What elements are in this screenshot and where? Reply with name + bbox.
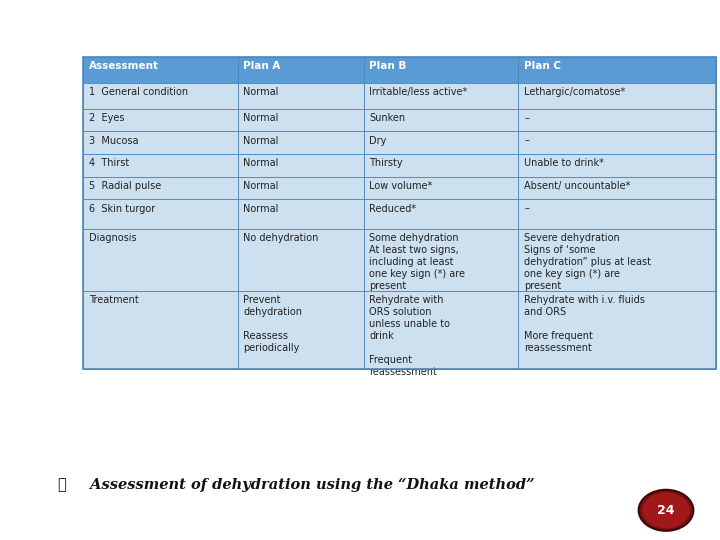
Text: 6  Skin turgor: 6 Skin turgor — [89, 204, 155, 214]
FancyBboxPatch shape — [364, 291, 518, 369]
FancyBboxPatch shape — [364, 199, 518, 229]
FancyBboxPatch shape — [364, 177, 518, 199]
FancyBboxPatch shape — [238, 109, 364, 131]
Text: Treatment: Treatment — [89, 295, 138, 306]
Text: 1  General condition: 1 General condition — [89, 87, 188, 97]
Text: Normal: Normal — [243, 113, 279, 123]
Text: Low volume*: Low volume* — [369, 181, 433, 191]
Text: Lethargic/comatose*: Lethargic/comatose* — [524, 87, 626, 97]
Text: Some dehydration
At least two signs,
including at least
one key sign (*) are
pre: Some dehydration At least two signs, inc… — [369, 233, 465, 291]
FancyBboxPatch shape — [83, 83, 238, 109]
FancyBboxPatch shape — [83, 154, 238, 177]
Text: 24: 24 — [657, 504, 675, 517]
FancyBboxPatch shape — [238, 57, 364, 83]
FancyBboxPatch shape — [518, 131, 716, 154]
Text: 4  Thirst: 4 Thirst — [89, 158, 129, 168]
Text: Normal: Normal — [243, 181, 279, 191]
FancyBboxPatch shape — [364, 109, 518, 131]
FancyBboxPatch shape — [518, 109, 716, 131]
FancyBboxPatch shape — [238, 177, 364, 199]
FancyBboxPatch shape — [518, 177, 716, 199]
FancyBboxPatch shape — [518, 83, 716, 109]
Text: Plan C: Plan C — [524, 61, 561, 71]
FancyBboxPatch shape — [364, 154, 518, 177]
Text: Sunken: Sunken — [369, 113, 405, 123]
Text: Prevent
dehydration

Reassess
periodically: Prevent dehydration Reassess periodicall… — [243, 295, 302, 353]
FancyBboxPatch shape — [83, 177, 238, 199]
Circle shape — [642, 492, 690, 528]
Text: Assessment: Assessment — [89, 61, 158, 71]
FancyBboxPatch shape — [518, 229, 716, 291]
FancyBboxPatch shape — [364, 57, 518, 83]
FancyBboxPatch shape — [238, 131, 364, 154]
FancyBboxPatch shape — [364, 83, 518, 109]
Text: Thirsty: Thirsty — [369, 158, 403, 168]
FancyBboxPatch shape — [518, 199, 716, 229]
Text: Plan A: Plan A — [243, 61, 281, 71]
Text: Normal: Normal — [243, 204, 279, 214]
Text: 5  Radial pulse: 5 Radial pulse — [89, 181, 161, 191]
FancyBboxPatch shape — [364, 229, 518, 291]
Text: –: – — [524, 204, 529, 214]
Text: Absent/ uncountable*: Absent/ uncountable* — [524, 181, 631, 191]
FancyBboxPatch shape — [83, 199, 238, 229]
Text: –: – — [524, 113, 529, 123]
FancyBboxPatch shape — [83, 229, 238, 291]
FancyBboxPatch shape — [364, 131, 518, 154]
FancyBboxPatch shape — [518, 291, 716, 369]
Text: Rehydrate with
ORS solution
unless unable to
drink

Frequent
reassessment: Rehydrate with ORS solution unless unabl… — [369, 295, 451, 377]
FancyBboxPatch shape — [83, 291, 238, 369]
FancyBboxPatch shape — [238, 83, 364, 109]
Text: Rehydrate with i.v. fluids
and ORS

More frequent
reassessment: Rehydrate with i.v. fluids and ORS More … — [524, 295, 645, 353]
FancyBboxPatch shape — [518, 57, 716, 83]
Text: Irritable/less active*: Irritable/less active* — [369, 87, 467, 97]
Text: Assessment of dehydration using the “Dhaka method”: Assessment of dehydration using the “Dha… — [85, 478, 534, 492]
FancyBboxPatch shape — [238, 199, 364, 229]
Text: Plan B: Plan B — [369, 61, 407, 71]
Circle shape — [639, 490, 693, 531]
FancyBboxPatch shape — [518, 154, 716, 177]
Text: Unable to drink*: Unable to drink* — [524, 158, 604, 168]
Text: Diagnosis: Diagnosis — [89, 233, 136, 244]
FancyBboxPatch shape — [83, 131, 238, 154]
Text: –: – — [524, 136, 529, 146]
Text: Reduced*: Reduced* — [369, 204, 416, 214]
FancyBboxPatch shape — [238, 229, 364, 291]
Text: Normal: Normal — [243, 87, 279, 97]
Text: 3  Mucosa: 3 Mucosa — [89, 136, 138, 146]
Text: Dry: Dry — [369, 136, 387, 146]
Text: Severe dehydration
Signs of ‘some
dehydration” plus at least
one key sign (*) ar: Severe dehydration Signs of ‘some dehydr… — [524, 233, 651, 291]
Text: Normal: Normal — [243, 136, 279, 146]
FancyBboxPatch shape — [83, 109, 238, 131]
Text: Normal: Normal — [243, 158, 279, 168]
FancyBboxPatch shape — [83, 57, 238, 83]
Text: No dehydration: No dehydration — [243, 233, 319, 244]
FancyBboxPatch shape — [238, 154, 364, 177]
Text: 2  Eyes: 2 Eyes — [89, 113, 124, 123]
Text: ❖: ❖ — [58, 478, 66, 492]
FancyBboxPatch shape — [238, 291, 364, 369]
